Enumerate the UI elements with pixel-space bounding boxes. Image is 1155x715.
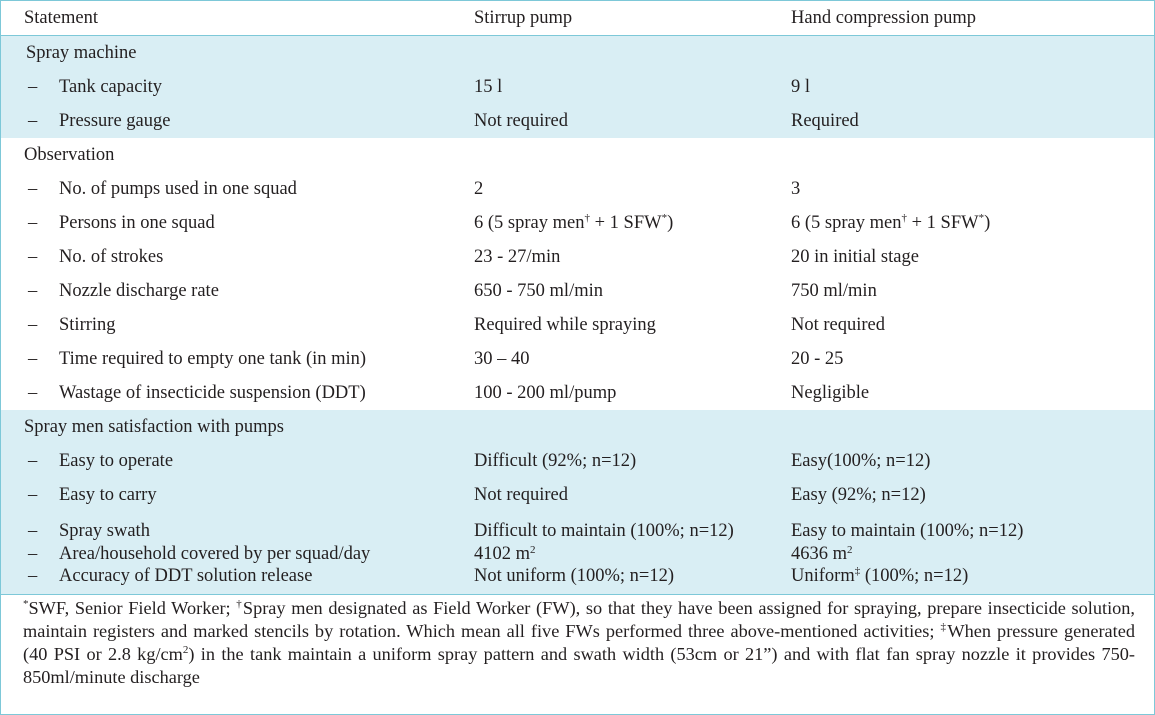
hand-value: Not required	[791, 314, 886, 335]
table-row: – Easy to operate Difficult (92%; n=12) E…	[1, 444, 1154, 478]
hand-value: 20 in initial stage	[791, 246, 919, 267]
row-dash: –	[28, 521, 38, 541]
row-label: Wastage of insecticide suspension (DDT)	[59, 382, 366, 403]
hand-value: Uniform‡ (100%; n=12)	[791, 566, 1154, 595]
stirrup-value: Difficult (92%; n=12)	[474, 444, 791, 478]
row-dash: –	[28, 212, 38, 233]
row-label: Spray swath	[59, 521, 150, 541]
stirrup-value: Not uniform (100%; n=12)	[474, 566, 791, 595]
row-label: Easy to carry	[59, 484, 157, 505]
row-label: No. of strokes	[59, 246, 164, 267]
footnote-text-3: When pressure generated (40 PSI or 2.8 k…	[23, 621, 1136, 664]
row-label: Area/household covered by per squad/day	[59, 543, 371, 564]
hand-value: 3	[791, 178, 801, 199]
hand-value: 4636 m2	[791, 542, 1154, 566]
hand-value: Easy to maintain (100%; n=12)	[791, 512, 1154, 542]
section-row-observation: Observation	[1, 138, 1154, 172]
pump-comparison-table: Statement Stirrup pump Hand compression …	[1, 1, 1154, 595]
table-row: – Accuracy of DDT solution release Not un…	[1, 566, 1154, 595]
stirrup-value: Not required	[474, 104, 791, 138]
header-statement: Statement	[24, 7, 98, 28]
row-label: Nozzle discharge rate	[59, 280, 219, 301]
row-dash: –	[28, 382, 38, 403]
row-label: Tank capacity	[59, 76, 162, 97]
header-stirrup-pump: Stirrup pump	[474, 7, 573, 28]
hand-value: 20 - 25	[791, 348, 844, 369]
hand-value: Easy(100%; n=12)	[791, 444, 1154, 478]
footnote-text-1: SWF, Senior Field Worker;	[28, 598, 237, 618]
stirrup-value: 6 (5 spray men† + 1 SFW*)	[474, 211, 674, 233]
row-label: Easy to operate	[59, 450, 174, 471]
table-row: – No. of strokes 23 - 27/min 20 in initia…	[1, 240, 1154, 274]
table-row: – Easy to carry Not required Easy (92%; n…	[1, 478, 1154, 512]
row-dash: –	[28, 178, 38, 199]
row-dash: –	[28, 314, 38, 335]
row-dash: –	[28, 566, 38, 586]
row-label: No. of pumps used in one squad	[59, 178, 297, 199]
hand-value: Required	[791, 104, 1154, 138]
row-dash: –	[28, 450, 38, 471]
footnote-text-4: ) in the tank maintain a uniform spray p…	[23, 644, 1135, 687]
footnote-star-mark: *	[23, 598, 29, 610]
row-dash: –	[28, 110, 38, 131]
section-title: Spray machine	[1, 35, 1154, 70]
table-row: – Spray swath Difficult to maintain (100%…	[1, 512, 1154, 542]
table-footnote: *SWF, Senior Field Worker; †Spray men de…	[23, 597, 1135, 689]
section-title: Spray men satisfaction with pumps	[1, 410, 1154, 444]
table-row: – Time required to empty one tank (in min…	[1, 342, 1154, 376]
hand-value: Negligible	[791, 382, 870, 403]
table-row: – Pressure gauge Not required Required	[1, 104, 1154, 138]
row-dash: –	[28, 484, 38, 505]
stirrup-value: 23 - 27/min	[474, 246, 561, 267]
stirrup-value: Required while spraying	[474, 314, 656, 335]
row-label: Pressure gauge	[59, 110, 171, 131]
hand-value: 6 (5 spray men† + 1 SFW*)	[791, 211, 991, 233]
row-label: Time required to empty one tank (in min)	[59, 348, 367, 369]
hand-value: 9 l	[791, 70, 1154, 104]
table-row: – Wastage of insecticide suspension (DDT)…	[1, 376, 1154, 410]
section-row-satisfaction: Spray men satisfaction with pumps	[1, 410, 1154, 444]
row-label: Stirring	[59, 314, 116, 335]
row-dash: –	[28, 543, 38, 564]
stirrup-value: 100 - 200 ml/pump	[474, 382, 617, 403]
footnote-dagger-mark: †	[236, 598, 243, 610]
table-row: – Nozzle discharge rate 650 - 750 ml/min …	[1, 274, 1154, 308]
table-row: – No. of pumps used in one squad 2 3	[1, 172, 1154, 206]
row-dash: –	[28, 280, 38, 301]
stirrup-value: 2	[474, 178, 484, 199]
stirrup-value: Difficult to maintain (100%; n=12)	[474, 512, 791, 542]
section-title: Observation	[24, 144, 115, 165]
table-row: – Tank capacity 15 l 9 l	[1, 70, 1154, 104]
table-row: – Stirring Required while spraying Not re…	[1, 308, 1154, 342]
hand-value: Easy (92%; n=12)	[791, 478, 1154, 512]
row-label: Persons in one squad	[59, 212, 215, 233]
stirrup-value: 15 l	[474, 70, 791, 104]
table-row: – Area/household covered by per squad/day…	[1, 542, 1154, 566]
table-header-row: Statement Stirrup pump Hand compression …	[1, 1, 1154, 36]
row-dash: –	[28, 246, 38, 267]
stirrup-value: Not required	[474, 478, 791, 512]
footnote-squared-mark: 2	[182, 644, 189, 656]
table-row: – Persons in one squad 6 (5 spray men† + …	[1, 206, 1154, 240]
stirrup-value: 650 - 750 ml/min	[474, 280, 603, 301]
footnote-text-2: Spray men designated as Field Worker (FW…	[23, 598, 1136, 641]
footnote-ddagger-mark: ‡	[940, 621, 948, 633]
row-dash: –	[28, 348, 38, 369]
row-dash: –	[28, 76, 38, 97]
hand-value: 750 ml/min	[791, 280, 877, 301]
stirrup-value: 4102 m2	[474, 542, 791, 566]
header-hand-compression-pump: Hand compression pump	[791, 7, 976, 28]
section-row-spray-machine: Spray machine	[1, 35, 1154, 70]
stirrup-value: 30 – 40	[474, 348, 530, 369]
row-label: Accuracy of DDT solution release	[59, 566, 313, 586]
